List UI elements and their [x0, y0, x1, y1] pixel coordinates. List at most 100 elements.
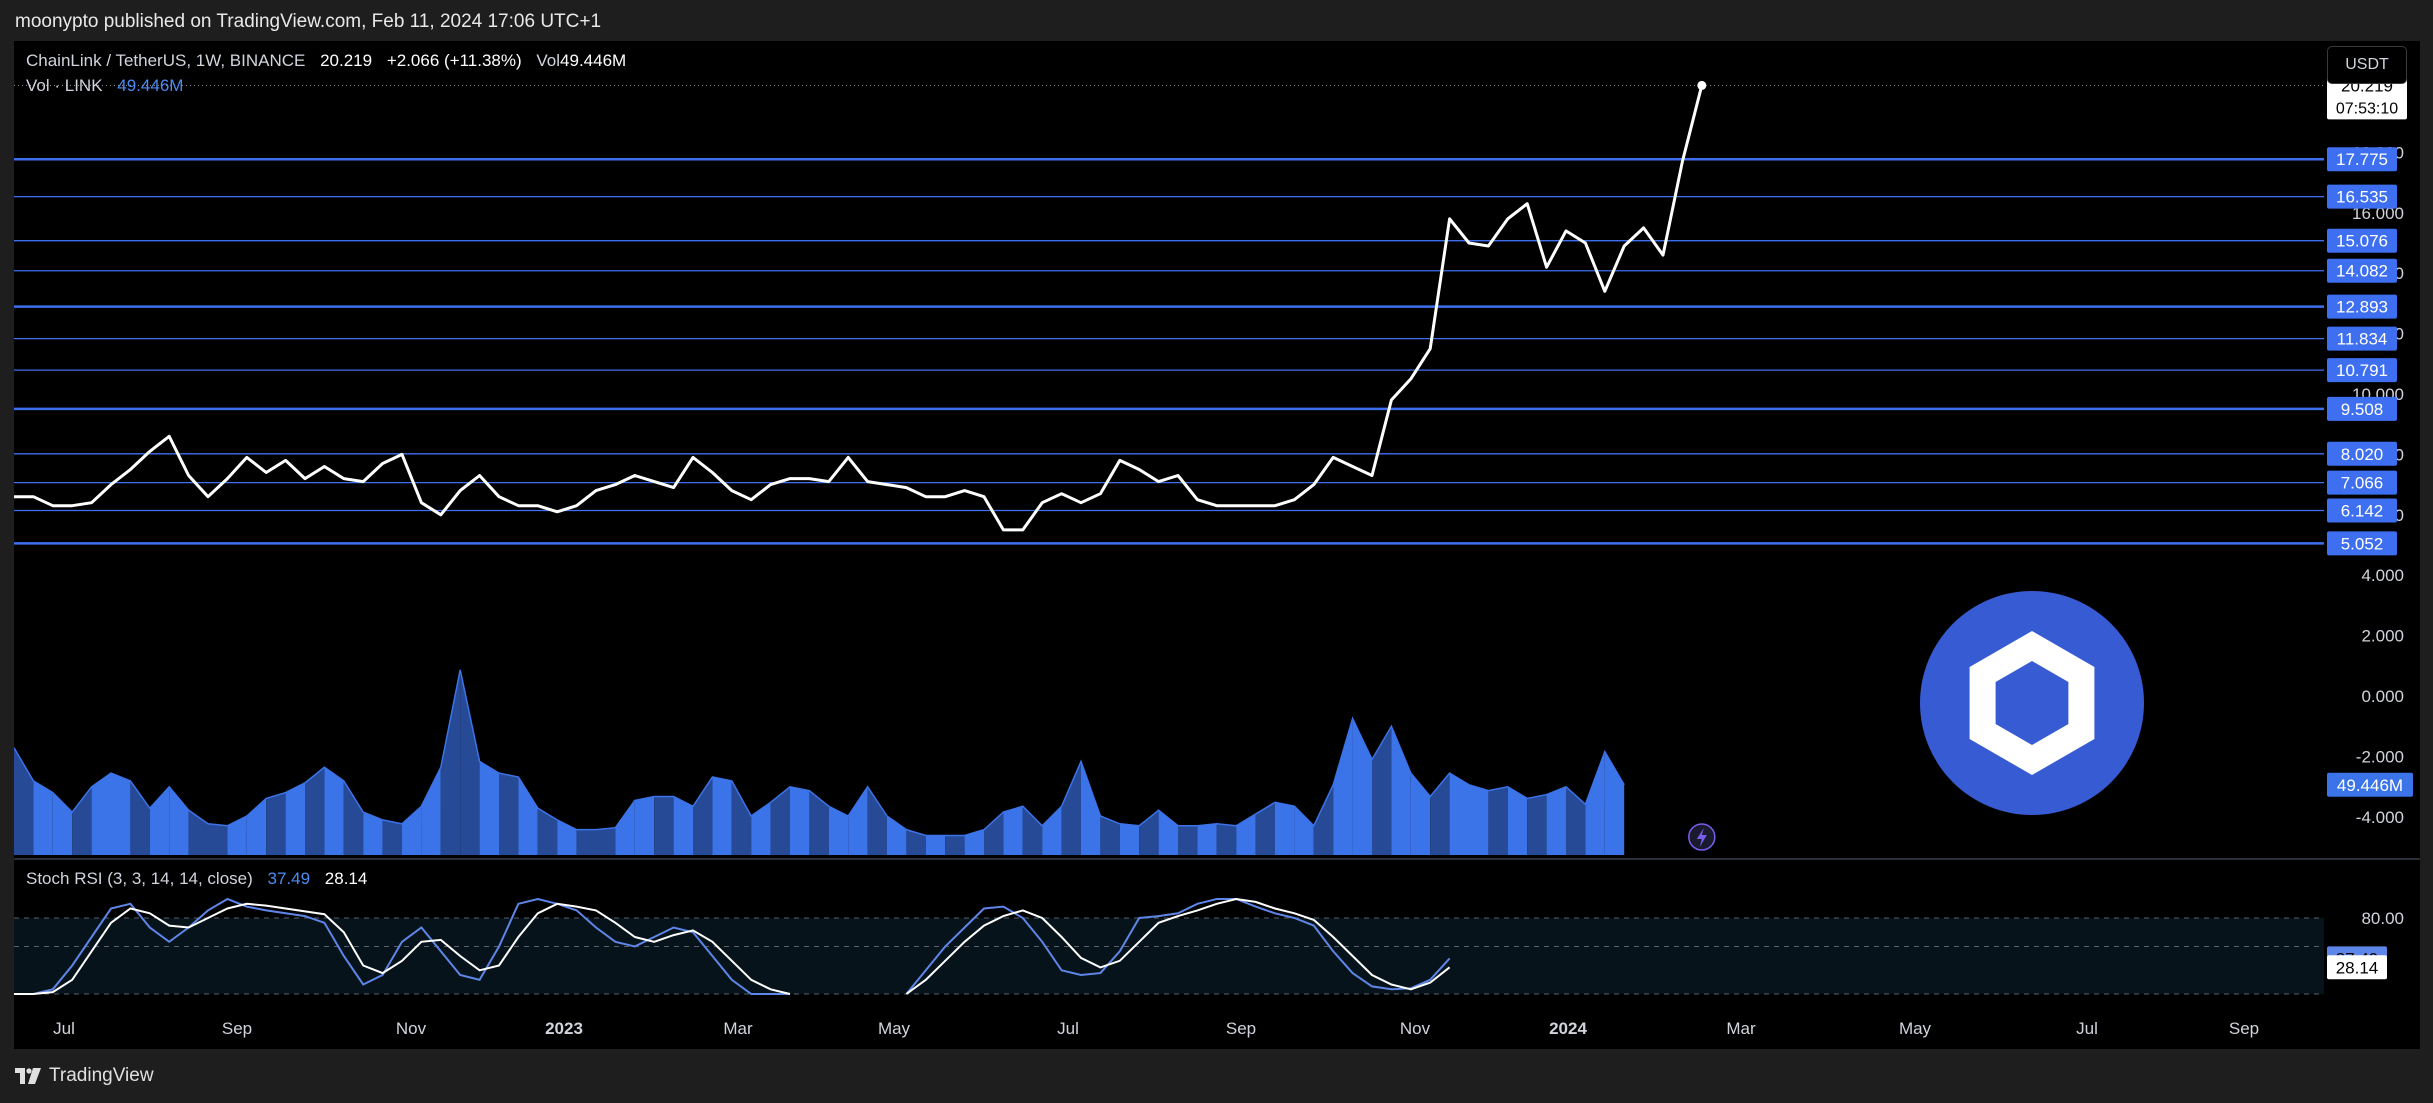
stoch-rsi-label[interactable]: Stoch RSI (3, 3, 14, 14, close)	[26, 869, 253, 888]
x-axis-tick-label: Mar	[1726, 1019, 1756, 1038]
last-price-value: 20.219	[320, 51, 373, 70]
volume-bar	[596, 827, 616, 855]
tradingview-logo[interactable]: TradingView	[15, 1065, 154, 1087]
chainlink-logo	[1920, 591, 2144, 815]
y-axis-tick-label: -2.000	[2356, 747, 2404, 766]
price-level-label: 6.142	[2341, 502, 2384, 521]
volume-bar	[1042, 806, 1062, 855]
price-level-label: 5.052	[2341, 534, 2384, 553]
volume-bar	[14, 747, 34, 855]
volume-bar	[305, 767, 325, 855]
currency-button[interactable]: USDT	[2327, 46, 2407, 84]
volume-bar	[285, 782, 305, 855]
volume-bar	[654, 796, 674, 855]
stoch-k-line	[905, 898, 1451, 995]
price-level-label: 11.834	[2337, 330, 2388, 349]
volume-bar	[1178, 825, 1198, 855]
volume-bar	[1275, 802, 1295, 855]
volume-bar	[266, 792, 286, 855]
volume-bar	[1022, 806, 1043, 855]
price-level-label: 17.775	[2336, 150, 2388, 169]
volume-bar	[984, 812, 1004, 855]
price-chart[interactable]: 18.00016.00014.00012.00010.0008.0006.000…	[14, 41, 2420, 1049]
stoch-d-line	[14, 902, 791, 995]
chainlink-hexagon-icon	[1969, 631, 2095, 775]
chart-legend: ChainLink / TetherUS, 1W, BINANCE 20.219…	[26, 51, 626, 101]
price-level-label-bg	[2327, 531, 2397, 556]
volume-bar	[1313, 784, 1334, 855]
volume-bar	[537, 808, 558, 855]
vol-indicator-label[interactable]: Vol · LINK	[26, 76, 103, 95]
last-price-label-bg	[2327, 73, 2407, 120]
x-axis-tick-label: Nov	[1400, 1019, 1431, 1038]
volume-bar	[1081, 761, 1101, 855]
volume-bar	[751, 802, 771, 855]
price-level-label-bg	[2327, 147, 2397, 172]
volume-bar	[790, 786, 810, 855]
volume-bar	[615, 800, 635, 855]
volume-bar	[227, 816, 247, 855]
countdown-label: 07:53:10	[2336, 100, 2398, 117]
x-axis-tick-label: Jul	[2076, 1019, 2098, 1038]
price-level-label-bg	[2327, 258, 2397, 283]
x-axis-tick-label: Nov	[396, 1019, 427, 1038]
volume-bar	[72, 786, 92, 855]
volume-bar	[1119, 823, 1140, 855]
volume-bar	[1488, 786, 1508, 855]
x-axis-tick-label: 2024	[1549, 1019, 1587, 1038]
volume-bar	[576, 829, 596, 855]
volume-bar	[925, 835, 946, 855]
stoch-k-line	[14, 897, 790, 995]
price-level-label-bg	[2327, 184, 2397, 209]
y-axis-tick-label: 2.000	[2361, 627, 2404, 646]
volume-bar	[1527, 794, 1547, 855]
volume-bar	[867, 786, 887, 855]
x-axis-tick-label: 2023	[545, 1019, 583, 1038]
price-level-label: 7.066	[2341, 474, 2384, 493]
stoch-k-value: 37.49	[267, 869, 311, 888]
stoch-d-label: 28.14	[2336, 958, 2379, 977]
price-level-label-bg	[2327, 441, 2397, 466]
volume-bar	[421, 767, 441, 855]
volume-bar	[673, 796, 693, 855]
price-level-label: 15.076	[2336, 232, 2388, 251]
volume-bar	[1546, 786, 1566, 855]
volume-bar	[382, 819, 402, 855]
volume-bar	[402, 806, 422, 855]
volume-bar	[1255, 802, 1275, 855]
volume-bar	[343, 780, 364, 855]
price-level-label-bg	[2327, 326, 2397, 351]
volume-bar	[1003, 806, 1023, 855]
x-axis-tick-label: Jul	[53, 1019, 75, 1038]
price-level-label: 16.535	[2336, 188, 2388, 207]
volume-bar	[693, 777, 713, 855]
chart-frame[interactable]: 18.00016.00014.00012.00010.0008.0006.000…	[14, 41, 2420, 1049]
price-line	[14, 85, 1704, 532]
volume-bar	[1333, 718, 1353, 855]
x-axis-tick-label: Mar	[723, 1019, 753, 1038]
volume-bar	[363, 812, 383, 855]
price-level-label: 8.020	[2341, 445, 2384, 464]
volume-bar	[324, 767, 344, 855]
symbol-label[interactable]: ChainLink / TetherUS, 1W, BINANCE	[26, 51, 306, 70]
tradingview-icon	[15, 1068, 41, 1084]
publisher-bar: moonypto published on TradingView.com, F…	[0, 0, 2433, 40]
volume-bar	[906, 829, 926, 855]
volume-bar	[1585, 751, 1605, 855]
footer-brand: TradingView	[49, 1065, 154, 1086]
volume-bar	[828, 806, 849, 855]
price-level-label: 9.508	[2341, 400, 2384, 419]
volume-bar	[1391, 726, 1411, 855]
volume-bar	[33, 780, 53, 855]
last-price-dot	[1697, 80, 1707, 90]
volume-bar	[731, 780, 752, 855]
volume-bar	[1100, 816, 1120, 855]
price-level-label-bg	[2327, 498, 2397, 523]
stoch-axis-tick-label: 80.00	[2361, 909, 2404, 928]
volume-bar	[1352, 718, 1372, 855]
volume-bar	[1158, 810, 1178, 855]
volume-bar	[188, 810, 208, 855]
volume-bar	[809, 790, 829, 855]
volume-bar	[1197, 823, 1217, 855]
x-axis-tick-label: Sep	[1226, 1019, 1256, 1038]
